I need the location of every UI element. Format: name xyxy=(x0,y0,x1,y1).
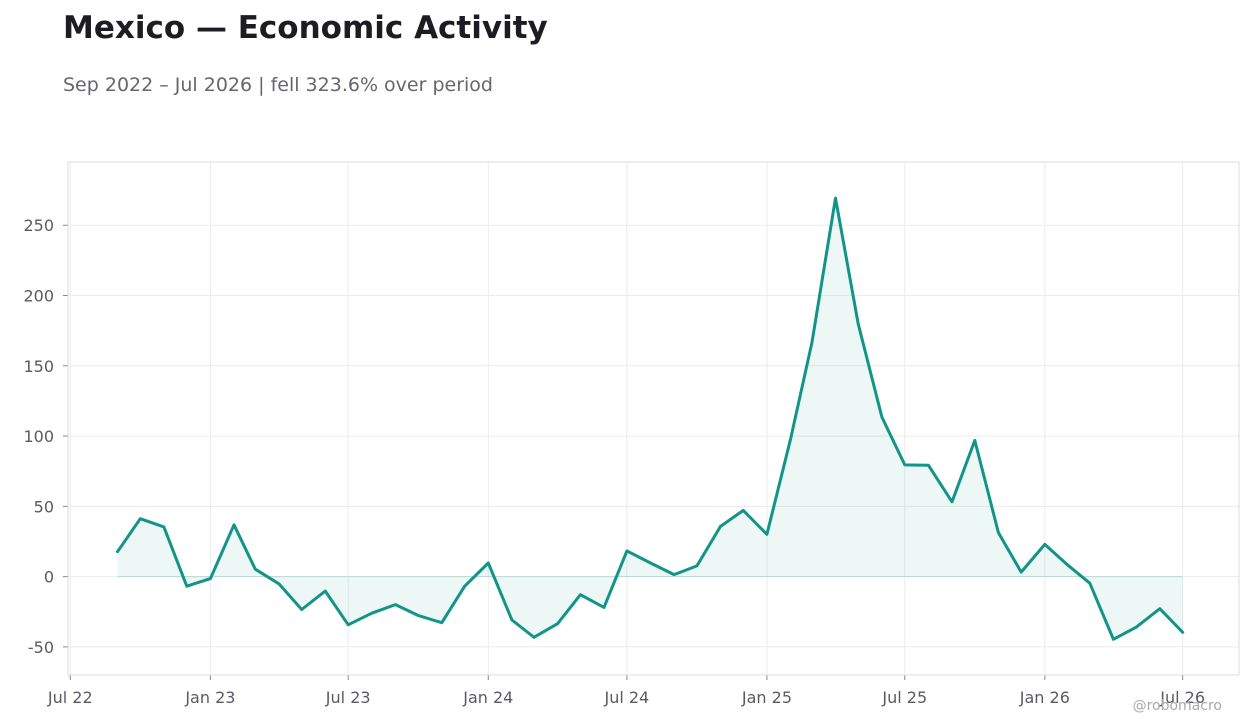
x-tick-label: Jan 25 xyxy=(741,688,792,707)
area-fill xyxy=(117,198,1183,640)
x-tick-label: Jul 26 xyxy=(1159,688,1205,707)
y-tick-label: 50 xyxy=(34,497,54,516)
x-axis: Jul 22 Jan 23 Jul 23 Jan 24 Jul 24 Jan 25 Jul … xyxy=(47,675,1205,707)
y-tick-label: -50 xyxy=(28,638,54,657)
y-axis: -50 0 50 100 150 200 250 xyxy=(23,216,68,657)
grid-lines xyxy=(68,162,1239,675)
series-line xyxy=(116,196,1185,641)
watermark: @robomacro xyxy=(1133,698,1222,714)
y-tick-label: 200 xyxy=(23,287,54,306)
x-tick-label: Jul 22 xyxy=(47,688,93,707)
y-tick-label: 0 xyxy=(44,568,54,587)
x-tick-label: Jan 26 xyxy=(1019,688,1070,707)
y-tick-label: 100 xyxy=(23,427,54,446)
x-tick-label: Jul 23 xyxy=(325,688,371,707)
chart-subtitle: Sep 2022 – Jul 2026 | fell 323.6% over p… xyxy=(63,74,493,96)
plot-frame xyxy=(67,161,1240,676)
y-tick-label: 150 xyxy=(23,357,54,376)
x-tick-label: Jul 24 xyxy=(603,688,649,707)
y-tick-label: 250 xyxy=(23,216,54,235)
chart-title: Mexico — Economic Activity xyxy=(63,10,548,46)
x-tick-label: Jan 23 xyxy=(184,688,235,707)
x-tick-label: Jan 24 xyxy=(462,688,513,707)
x-tick-label: Jul 25 xyxy=(881,688,927,707)
